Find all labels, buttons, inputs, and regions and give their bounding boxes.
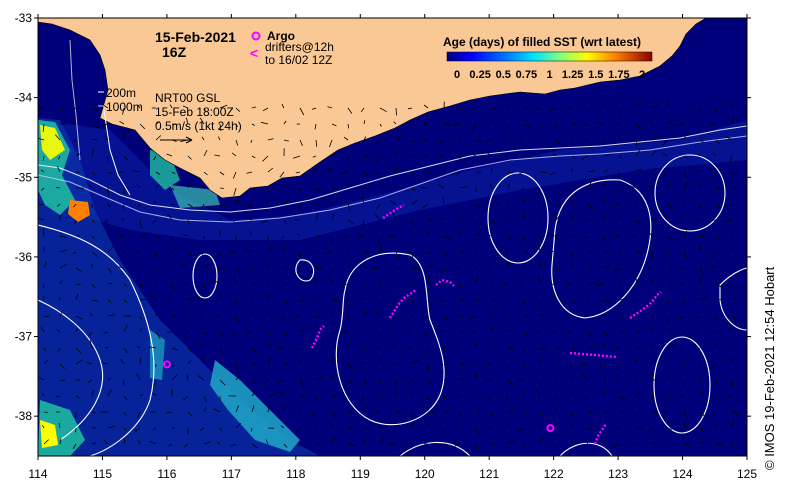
current-vector [348,428,352,429]
current-vector [716,444,723,445]
credit-text: © IMOS 19-Feb-2021 12:54 Hobart [762,267,777,470]
colorbar-tick-label: 0.75 [516,69,537,81]
x-tick-label: 121 [479,467,499,481]
colorbar-tick-label: 1 [546,69,552,81]
x-tick-label: 123 [608,467,628,481]
current-vector [508,124,509,129]
x-tick-label: 117 [222,467,241,481]
colorbar-tick-label: 1.5 [588,69,603,81]
x-tick-label: 119 [351,467,370,481]
current-vector [476,188,477,192]
colorbar-ticks: 0 0.25 0.5 0.75 1 1.25 1.5 1.75 2 [454,69,645,81]
colorbar-title: Age (days) of filled SST (wrt latest) [443,35,641,49]
current-vector [44,247,45,252]
colorbar-tick-label: 0 [454,69,460,81]
colorbar-tick-label: 0.25 [469,69,490,81]
colorbar-tick-label: 1.75 [608,69,629,81]
x-tick-label: 125 [737,467,757,481]
y-tick-label: -36 [15,250,33,264]
current-vector [440,156,445,157]
current-vector [277,348,284,349]
x-tick-label: 124 [673,467,693,481]
y-tick-label: -37 [15,330,33,344]
current-vector [364,428,371,429]
current-vector [616,428,620,429]
current-vector [56,188,60,189]
drifter-legend-line2: to 16/02 12Z [265,53,332,67]
product-time: 15-Feb 18:00Z [155,105,234,119]
map-date: 15-Feb-2021 [155,29,236,45]
y-tick-label: -34 [15,91,33,105]
colorbar [447,52,652,61]
y-tick-label: -33 [15,11,33,25]
product-name: NRT00 GSL [155,91,220,105]
plot-area [36,18,747,456]
current-vector [108,188,109,196]
current-vector [393,364,396,365]
current-vector [284,284,289,285]
y-tick-label: -38 [15,409,33,423]
current-vector [684,156,689,157]
drifter-legend-icon: < [250,45,258,61]
x-tick-label: 122 [544,467,564,481]
x-tick-label: 118 [286,467,305,481]
current-vector [652,396,653,401]
current-vector [716,300,723,301]
isobath-1000m-label: 1000m [106,100,143,114]
current-vector [396,108,397,115]
x-tick-label: 116 [157,467,176,481]
y-tick-label: -35 [15,170,33,184]
colorbar-tick-label: 2 [639,69,645,81]
map-time: 16Z [162,44,187,60]
current-vector [556,444,557,451]
vector-scale-label: 0.5m/s (1kt 24h) [155,119,242,133]
colorbar-tick-label: 0.5 [496,69,511,81]
x-tick-label: 120 [415,467,435,481]
isobath-200m-label: 200m [106,86,136,100]
current-vector [76,412,77,419]
drifter-legend-line1: drifters@12h [265,40,334,54]
colorbar-tick-label: 1.25 [562,69,583,81]
x-tick-label: 115 [93,467,112,481]
x-tick-label: 114 [28,467,47,481]
